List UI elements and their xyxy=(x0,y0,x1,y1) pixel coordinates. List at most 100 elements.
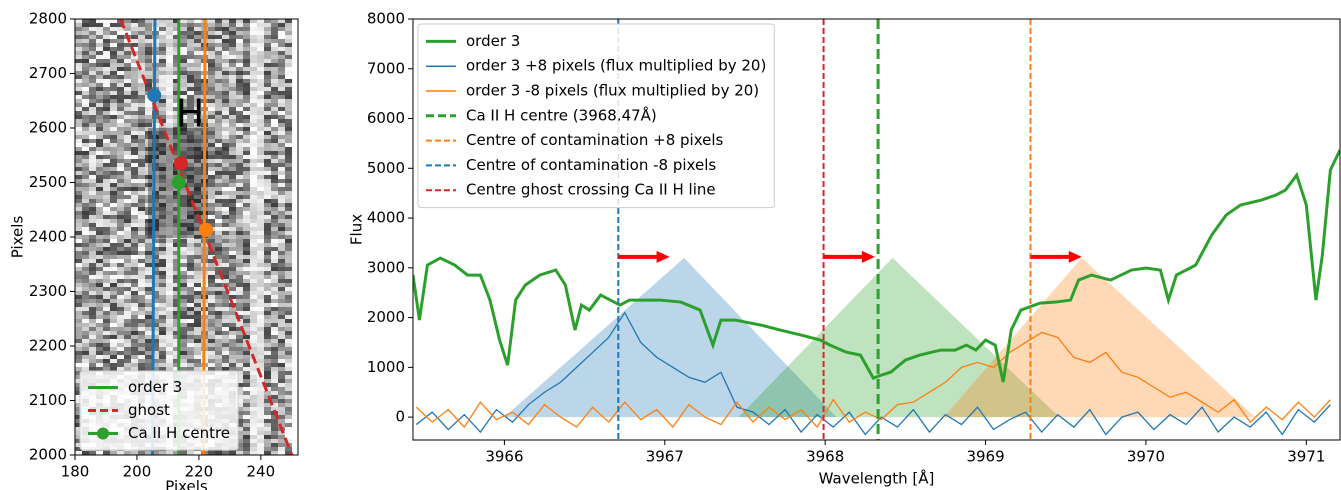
image-pixel xyxy=(110,115,117,119)
image-pixel xyxy=(278,383,285,387)
image-pixel xyxy=(166,367,173,371)
image-pixel xyxy=(222,263,229,267)
image-pixel xyxy=(166,151,173,155)
image-pixel xyxy=(180,59,187,63)
image-pixel xyxy=(194,219,201,223)
image-pixel xyxy=(257,55,264,59)
image-pixel xyxy=(236,191,243,195)
image-pixel xyxy=(103,27,110,31)
image-pixel xyxy=(173,59,180,63)
image-pixel xyxy=(173,143,180,147)
image-pixel xyxy=(271,263,278,267)
image-pixel xyxy=(271,355,278,359)
image-pixel xyxy=(264,195,271,199)
image-pixel xyxy=(89,139,96,143)
image-pixel xyxy=(131,231,138,235)
image-pixel xyxy=(229,115,236,119)
image-pixel xyxy=(285,255,292,259)
image-pixel xyxy=(229,207,236,211)
image-pixel xyxy=(257,427,264,431)
image-pixel xyxy=(103,55,110,59)
image-pixel xyxy=(243,79,250,83)
image-pixel xyxy=(271,391,278,395)
image-pixel xyxy=(187,347,194,351)
image-pixel xyxy=(285,279,292,283)
image-pixel xyxy=(166,67,173,71)
image-pixel xyxy=(194,235,201,239)
image-pixel xyxy=(75,443,82,447)
image-pixel xyxy=(257,355,264,359)
image-pixel xyxy=(285,127,292,131)
image-pixel xyxy=(229,131,236,135)
image-pixel xyxy=(285,83,292,87)
image-pixel xyxy=(243,343,250,347)
image-pixel xyxy=(222,43,229,47)
image-pixel xyxy=(75,131,82,135)
image-pixel xyxy=(264,31,271,35)
image-pixel xyxy=(166,287,173,291)
image-pixel xyxy=(138,23,145,27)
image-pixel xyxy=(131,171,138,175)
image-pixel xyxy=(194,335,201,339)
image-pixel xyxy=(166,271,173,275)
image-pixel xyxy=(236,327,243,331)
image-pixel xyxy=(250,431,257,435)
image-pixel xyxy=(285,23,292,27)
image-pixel xyxy=(166,31,173,35)
image-pixel xyxy=(236,103,243,107)
image-pixel xyxy=(250,279,257,283)
image-pixel xyxy=(243,171,250,175)
image-pixel xyxy=(257,279,264,283)
image-pixel xyxy=(117,255,124,259)
image-pixel xyxy=(264,203,271,207)
image-pixel xyxy=(166,351,173,355)
image-pixel xyxy=(131,63,138,67)
image-pixel xyxy=(180,227,187,231)
image-pixel xyxy=(110,167,117,171)
image-pixel xyxy=(82,35,89,39)
image-pixel xyxy=(208,75,215,79)
image-pixel xyxy=(103,35,110,39)
image-pixel xyxy=(124,47,131,51)
image-pixel xyxy=(257,259,264,263)
image-pixel xyxy=(103,151,110,155)
image-pixel xyxy=(173,347,180,351)
image-pixel xyxy=(124,175,131,179)
image-pixel xyxy=(96,91,103,95)
image-pixel xyxy=(124,275,131,279)
y-tick-label: 3000 xyxy=(367,258,405,276)
image-pixel xyxy=(96,355,103,359)
image-pixel xyxy=(222,67,229,71)
image-pixel xyxy=(89,23,96,27)
image-pixel xyxy=(152,351,159,355)
image-pixel xyxy=(285,247,292,251)
image-pixel xyxy=(208,83,215,87)
image-pixel xyxy=(187,351,194,355)
image-pixel xyxy=(257,215,264,219)
image-pixel xyxy=(257,51,264,55)
image-pixel xyxy=(229,279,236,283)
image-pixel xyxy=(264,107,271,111)
image-pixel xyxy=(208,195,215,199)
y-tick-label: 2700 xyxy=(29,64,67,82)
image-pixel xyxy=(180,31,187,35)
image-pixel xyxy=(257,111,264,115)
image-pixel xyxy=(159,339,166,343)
image-pixel xyxy=(152,323,159,327)
image-pixel xyxy=(117,135,124,139)
image-pixel xyxy=(131,155,138,159)
image-pixel xyxy=(243,251,250,255)
image-pixel xyxy=(215,295,222,299)
image-pixel xyxy=(131,79,138,83)
image-pixel xyxy=(103,131,110,135)
image-pixel xyxy=(159,151,166,155)
image-pixel xyxy=(131,103,138,107)
image-pixel xyxy=(131,243,138,247)
image-pixel xyxy=(159,111,166,115)
image-pixel xyxy=(110,75,117,79)
image-pixel xyxy=(173,171,180,175)
image-pixel xyxy=(236,231,243,235)
image-pixel xyxy=(222,71,229,75)
image-pixel xyxy=(117,355,124,359)
image-pixel xyxy=(278,151,285,155)
